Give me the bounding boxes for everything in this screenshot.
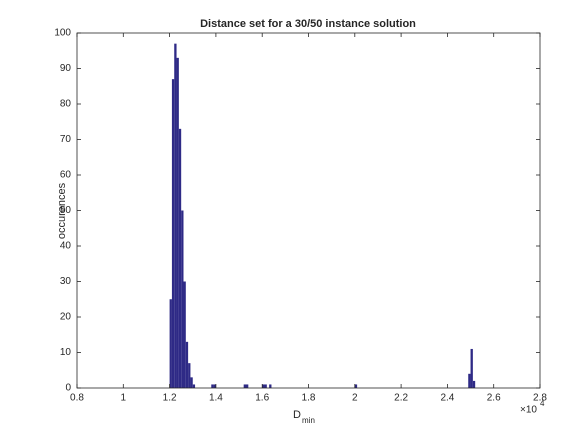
chart-title: Distance set for a 30/50 instance soluti… bbox=[200, 18, 416, 30]
x-tick-label: 1.8 bbox=[302, 393, 316, 404]
bar bbox=[171, 79, 175, 389]
x-multiplier: ×10 bbox=[520, 405, 537, 416]
x-tick-label: 2.4 bbox=[440, 393, 454, 404]
bar bbox=[245, 384, 249, 388]
y-tick-label: 30 bbox=[60, 276, 72, 287]
bar bbox=[178, 128, 182, 388]
bar bbox=[213, 384, 216, 388]
bar bbox=[264, 384, 267, 388]
y-tick-label: 60 bbox=[60, 170, 72, 181]
y-tick-label: 70 bbox=[60, 134, 72, 145]
x-tick-label: 2.2 bbox=[394, 393, 408, 404]
x-tick-label: 1.4 bbox=[209, 393, 223, 404]
x-tick-label: 0.8 bbox=[70, 393, 84, 404]
bar bbox=[262, 384, 265, 388]
bar bbox=[243, 384, 246, 388]
y-tick-label: 20 bbox=[60, 312, 72, 323]
x-tick-label: 1.6 bbox=[255, 393, 269, 404]
bar bbox=[470, 348, 473, 388]
bar bbox=[468, 373, 471, 388]
bar bbox=[472, 380, 476, 388]
x-axis-label-sub: min bbox=[302, 416, 315, 425]
y-tick-label: 80 bbox=[60, 99, 72, 110]
x-tick-label: 1.2 bbox=[163, 393, 177, 404]
y-tick-label: 40 bbox=[60, 241, 72, 252]
bar bbox=[192, 384, 196, 388]
bar bbox=[181, 210, 184, 388]
y-axis-label: occurences bbox=[56, 182, 68, 239]
y-tick-label: 90 bbox=[60, 63, 72, 74]
x-axis-label: D bbox=[293, 409, 301, 421]
y-tick-label: 10 bbox=[60, 347, 72, 358]
bar bbox=[174, 43, 177, 389]
x-tick-label: 2.8 bbox=[533, 393, 547, 404]
x-tick-label: 2.6 bbox=[487, 393, 501, 404]
plot-area bbox=[169, 43, 476, 389]
bar bbox=[185, 341, 189, 388]
y-tick-label: 50 bbox=[60, 205, 72, 216]
bar bbox=[190, 377, 193, 388]
bar bbox=[354, 384, 358, 388]
x-tick-label: 1 bbox=[121, 393, 127, 404]
bar bbox=[269, 384, 272, 388]
bar bbox=[176, 57, 179, 388]
bar bbox=[188, 363, 191, 388]
bar bbox=[211, 384, 214, 388]
bar bbox=[183, 281, 186, 388]
bar bbox=[169, 299, 172, 388]
y-tick-label: 100 bbox=[54, 28, 71, 39]
x-tick-label: 2 bbox=[352, 393, 358, 404]
y-tick-label: 0 bbox=[65, 383, 71, 394]
x-multiplier-exp: 4 bbox=[540, 399, 545, 408]
